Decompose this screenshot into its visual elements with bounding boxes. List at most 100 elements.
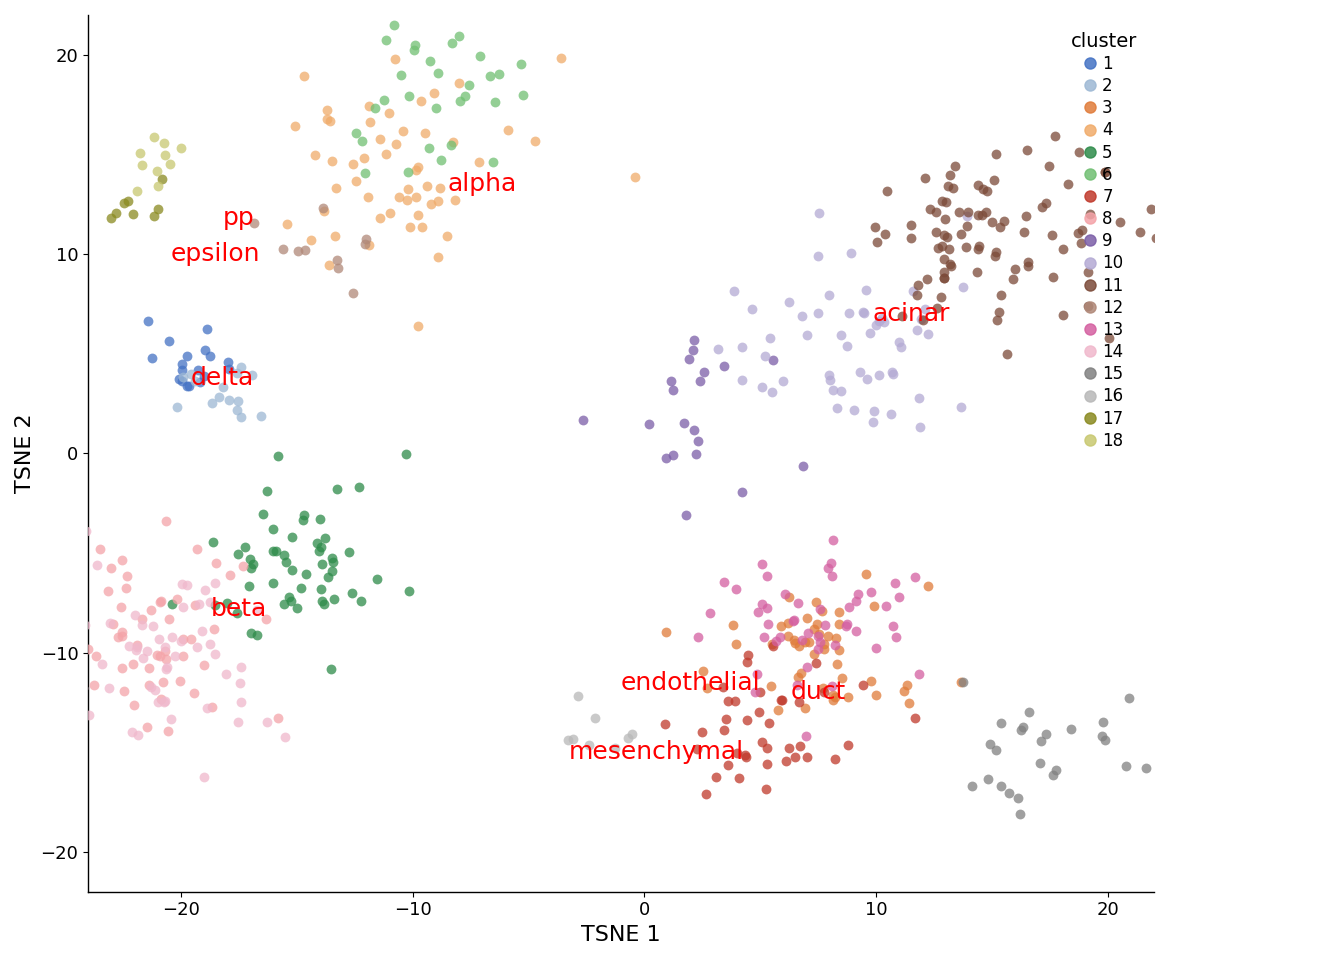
- 5: [321, 564, 343, 579]
- 11: [984, 173, 1005, 188]
- 17: [146, 202, 168, 217]
- 4: [427, 250, 449, 265]
- Text: epsilon: epsilon: [171, 242, 261, 266]
- 11: [988, 304, 1009, 320]
- 8: [108, 630, 129, 645]
- 15: [991, 715, 1012, 731]
- 5: [281, 529, 302, 544]
- 14: [230, 660, 251, 675]
- 14: [185, 639, 207, 655]
- 3: [761, 678, 782, 693]
- 8: [112, 552, 133, 567]
- 3: [817, 628, 839, 643]
- 6: [458, 77, 480, 92]
- 5: [274, 548, 296, 564]
- 6: [398, 164, 419, 180]
- 2: [202, 396, 223, 411]
- 12: [243, 215, 265, 230]
- 1: [159, 334, 180, 349]
- 14: [98, 681, 120, 696]
- 15: [1031, 733, 1052, 749]
- 11: [1003, 271, 1024, 286]
- 3: [805, 594, 827, 610]
- 7: [763, 638, 785, 654]
- 14: [188, 596, 210, 612]
- 8: [172, 648, 194, 663]
- 11: [934, 270, 956, 285]
- 5: [262, 521, 284, 537]
- 14: [20, 533, 42, 548]
- 15: [977, 771, 999, 786]
- 1: [216, 354, 238, 370]
- 10: [731, 340, 753, 355]
- 11: [926, 225, 948, 240]
- 3: [788, 669, 809, 684]
- 5: [280, 593, 301, 609]
- 6: [441, 36, 462, 51]
- 10: [918, 326, 939, 342]
- 4: [407, 159, 429, 175]
- 10: [888, 335, 910, 350]
- 14: [142, 618, 164, 634]
- 14: [194, 770, 215, 785]
- 2: [230, 359, 251, 374]
- 4: [313, 203, 335, 218]
- 11: [1017, 254, 1039, 270]
- 14: [228, 675, 250, 690]
- 6: [364, 100, 386, 115]
- 5: [226, 605, 247, 620]
- 13: [796, 660, 817, 675]
- 6: [449, 93, 470, 108]
- 8: [117, 568, 138, 584]
- 15: [1116, 757, 1137, 773]
- 14: [126, 638, 148, 654]
- 8: [98, 584, 120, 599]
- 2: [212, 379, 234, 395]
- 5: [310, 556, 332, 571]
- 4: [392, 123, 414, 138]
- 8: [152, 674, 173, 689]
- 8: [83, 678, 105, 693]
- 13: [751, 596, 773, 612]
- 10: [891, 340, 913, 355]
- 14: [128, 727, 149, 742]
- 10: [863, 403, 884, 419]
- 3: [810, 604, 832, 619]
- 14: [227, 715, 249, 731]
- 1: [176, 348, 198, 364]
- 3: [828, 616, 849, 632]
- 6: [430, 152, 452, 167]
- 5: [310, 582, 332, 597]
- 11: [911, 312, 933, 327]
- 10: [836, 338, 857, 353]
- 7: [728, 771, 750, 786]
- 10: [831, 327, 852, 343]
- 8: [169, 674, 191, 689]
- 9: [661, 373, 683, 389]
- 18: [148, 178, 169, 193]
- 8: [116, 581, 137, 596]
- 8: [42, 658, 63, 673]
- 14: [11, 680, 32, 695]
- 7: [785, 749, 806, 764]
- 8: [0, 614, 13, 630]
- 13: [769, 629, 790, 644]
- 11: [907, 277, 929, 293]
- 9: [673, 416, 695, 431]
- 3: [656, 624, 677, 639]
- 10: [902, 283, 923, 299]
- 1: [171, 356, 192, 372]
- 13: [753, 630, 774, 645]
- 5: [339, 544, 360, 560]
- 3: [777, 628, 798, 643]
- 4: [358, 237, 379, 252]
- 15: [1060, 721, 1082, 736]
- 15: [1091, 729, 1113, 744]
- 7: [735, 750, 757, 765]
- 13: [796, 729, 817, 744]
- 13: [747, 605, 769, 620]
- 8: [184, 597, 206, 612]
- 4: [427, 193, 449, 208]
- 9: [762, 352, 784, 368]
- 7: [757, 756, 778, 772]
